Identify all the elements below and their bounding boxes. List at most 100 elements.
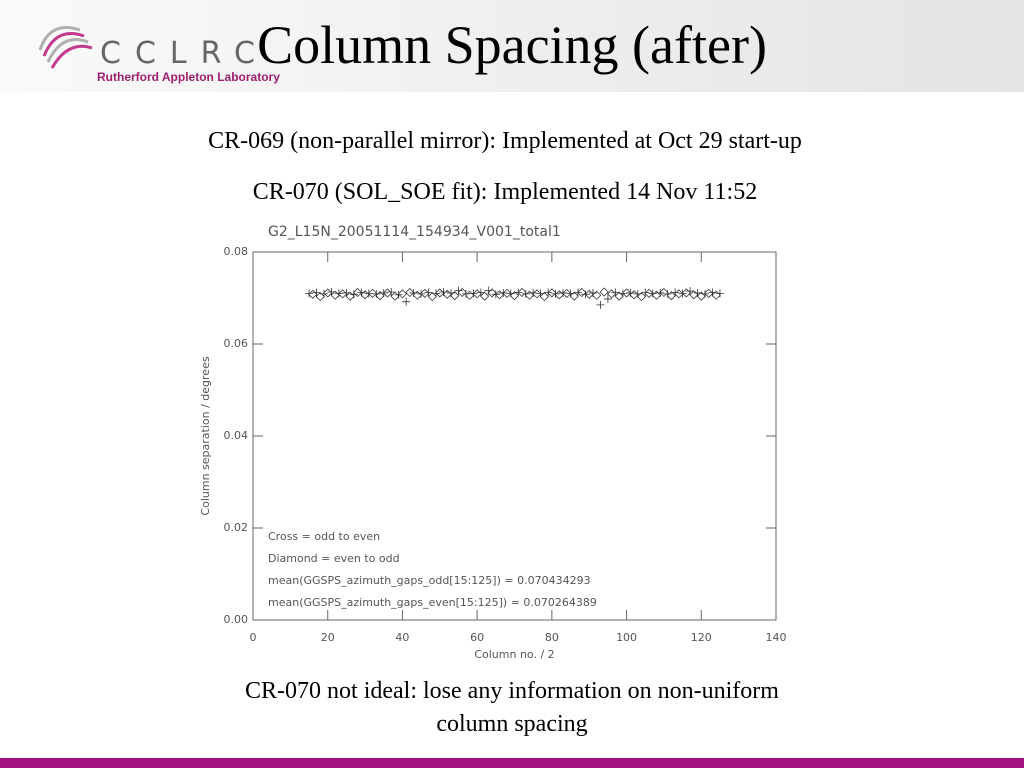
point [319, 289, 328, 298]
point [581, 290, 590, 299]
point [484, 286, 493, 295]
point [666, 291, 676, 301]
point [509, 291, 520, 301]
point [671, 288, 680, 297]
point [607, 289, 617, 299]
point [476, 288, 485, 297]
point [450, 291, 460, 301]
point [420, 288, 430, 298]
point [424, 288, 433, 297]
point [342, 288, 351, 297]
point [715, 289, 724, 298]
point [517, 287, 527, 298]
point [491, 290, 500, 299]
point [382, 288, 393, 298]
x-tick-label: 0 [250, 631, 257, 644]
point [711, 290, 721, 300]
bottom-bar [0, 758, 1024, 768]
point [674, 289, 684, 299]
point [312, 288, 321, 297]
point [345, 291, 355, 301]
y-tick-label: 0.00 [224, 613, 249, 626]
point [372, 289, 381, 298]
point [387, 288, 396, 297]
point [693, 288, 702, 297]
point [651, 290, 662, 300]
point [390, 291, 400, 301]
point [554, 290, 564, 300]
point [529, 288, 538, 297]
point [618, 289, 627, 298]
point [427, 292, 437, 302]
logo-swoosh [38, 26, 93, 69]
point [349, 290, 358, 299]
point [689, 290, 699, 300]
point [327, 288, 336, 297]
text-line: CR-070 not ideal: lose any information o… [245, 678, 779, 704]
point [480, 291, 490, 301]
plot-frame [252, 251, 777, 621]
point [532, 289, 542, 299]
point [566, 289, 575, 298]
x-tick-label: 120 [691, 631, 712, 644]
point [562, 288, 572, 298]
y-axis-label: Column separation / degrees [199, 356, 212, 515]
point [379, 288, 388, 297]
point [442, 289, 452, 299]
point [417, 289, 426, 298]
point [663, 289, 672, 298]
point [592, 290, 602, 300]
x-tick-label: 20 [321, 631, 335, 644]
y-tick-label: 0.04 [224, 429, 249, 442]
point [704, 288, 714, 298]
point [584, 289, 594, 299]
x-tick-label: 40 [395, 631, 409, 644]
point [539, 292, 549, 302]
x-tick-label: 80 [545, 631, 559, 644]
point [323, 288, 333, 298]
point [305, 289, 314, 298]
slide-title: Column Spacing (after) [257, 15, 767, 75]
point [409, 288, 418, 297]
point [394, 290, 403, 299]
point [696, 291, 706, 301]
point [551, 289, 560, 298]
point [367, 288, 378, 298]
point [338, 289, 348, 299]
point [457, 287, 467, 298]
point [397, 289, 407, 299]
point [577, 287, 587, 298]
point [599, 287, 609, 297]
point [588, 288, 597, 297]
point [648, 289, 657, 298]
point [465, 290, 475, 300]
point [334, 289, 343, 298]
logo-subtitle: Rutherford Appleton Laboratory [97, 70, 280, 84]
annotation: Cross = odd to even [268, 530, 380, 543]
point [494, 290, 505, 300]
point [499, 288, 508, 297]
point [614, 291, 624, 301]
point [626, 288, 635, 297]
point [622, 288, 632, 298]
point [521, 289, 530, 298]
point [330, 290, 340, 300]
point [502, 288, 512, 298]
point [364, 289, 373, 298]
point [636, 292, 647, 302]
point [681, 288, 691, 298]
chart-title: G2_L15N_20051114_154934_V001_total1 [268, 224, 561, 240]
point [656, 288, 665, 297]
point [524, 290, 535, 300]
point [402, 297, 411, 306]
point [375, 291, 385, 301]
point [629, 290, 639, 300]
point [569, 291, 579, 301]
x-axis-label: Column no. / 2 [474, 648, 554, 661]
text-line: CR-069 (non-parallel mirror): Implemente… [208, 128, 802, 154]
point [454, 286, 463, 295]
point [686, 287, 695, 296]
text-line: CR-070 (SOL_SOE fit): Implemented 14 Nov… [252, 179, 758, 205]
point [308, 289, 318, 299]
